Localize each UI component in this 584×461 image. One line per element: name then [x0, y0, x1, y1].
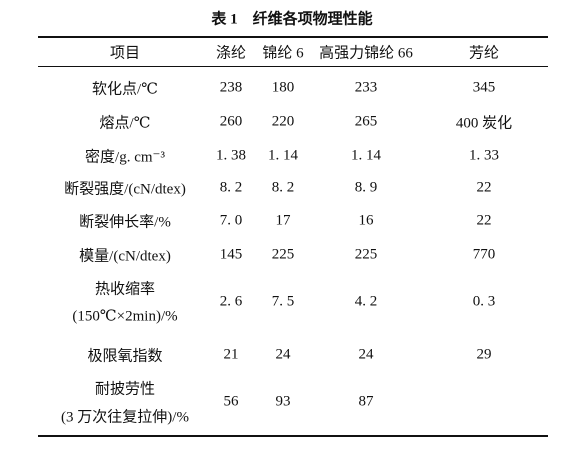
cell: 0. 3 [472, 293, 496, 310]
cell: 345 [472, 79, 496, 96]
cell: 极限氧指数 [87, 348, 163, 365]
cell-line: 耐披劳性 [94, 381, 156, 398]
cell: 400 炭化 [455, 115, 513, 132]
cell: 7. 0 [219, 212, 243, 229]
cell: 密度/g. cm⁻³ [85, 149, 165, 166]
cell: 56 [223, 393, 239, 410]
cell: 8. 2 [271, 179, 295, 196]
cell: 1. 14 [351, 147, 381, 164]
cell: 软化点/℃ [92, 81, 158, 98]
cell: 225 [271, 246, 295, 263]
top-rule [38, 36, 548, 38]
header-cell: 项目 [109, 45, 141, 62]
cell: 断裂伸长率/% [79, 214, 171, 231]
cell: 220 [271, 113, 295, 130]
cell: 770 [472, 246, 496, 263]
cell: 260 [219, 113, 243, 130]
cell: 1. 33 [469, 147, 499, 164]
cell: 180 [271, 79, 295, 96]
cell: 93 [275, 393, 291, 410]
cell: 225 [354, 246, 378, 263]
cell: 29 [476, 346, 492, 363]
cell-line: 热收缩率 [94, 281, 156, 298]
header-cell: 芳纶 [468, 45, 500, 62]
cell: 22 [476, 212, 492, 229]
cell: 熔点/℃ [99, 115, 151, 132]
cell: 22 [476, 179, 492, 196]
header-cell: 高强力锦纶 66 [319, 45, 413, 62]
table-title: 表 1 纤维各项物理性能 [211, 11, 373, 28]
cell: 238 [219, 79, 243, 96]
cell-line: (3 万次往复拉伸)/% [61, 409, 189, 426]
cell: 265 [354, 113, 378, 130]
cell: 145 [219, 246, 243, 263]
cell: 1. 38 [216, 147, 246, 164]
cell: 断裂强度/(cN/dtex) [64, 181, 186, 198]
header-cell: 锦纶 6 [262, 45, 304, 62]
cell: 模量/(cN/dtex) [79, 248, 171, 265]
cell: 21 [223, 346, 239, 363]
cell: 16 [358, 212, 374, 229]
header-rule [38, 66, 548, 67]
cell: 8. 2 [219, 179, 243, 196]
bottom-rule [38, 435, 548, 437]
cell: 233 [354, 79, 378, 96]
cell-line: (150℃×2min)/% [72, 308, 178, 325]
cell: 87 [358, 393, 374, 410]
cell: 1. 14 [268, 147, 298, 164]
cell: 4. 2 [354, 293, 378, 310]
cell: 2. 6 [219, 293, 243, 310]
header-cell: 涤纶 [215, 45, 247, 62]
cell: 24 [275, 346, 291, 363]
cell: 24 [358, 346, 374, 363]
cell: 17 [275, 212, 291, 229]
cell: 7. 5 [271, 293, 295, 310]
cell: 8. 9 [354, 179, 378, 196]
